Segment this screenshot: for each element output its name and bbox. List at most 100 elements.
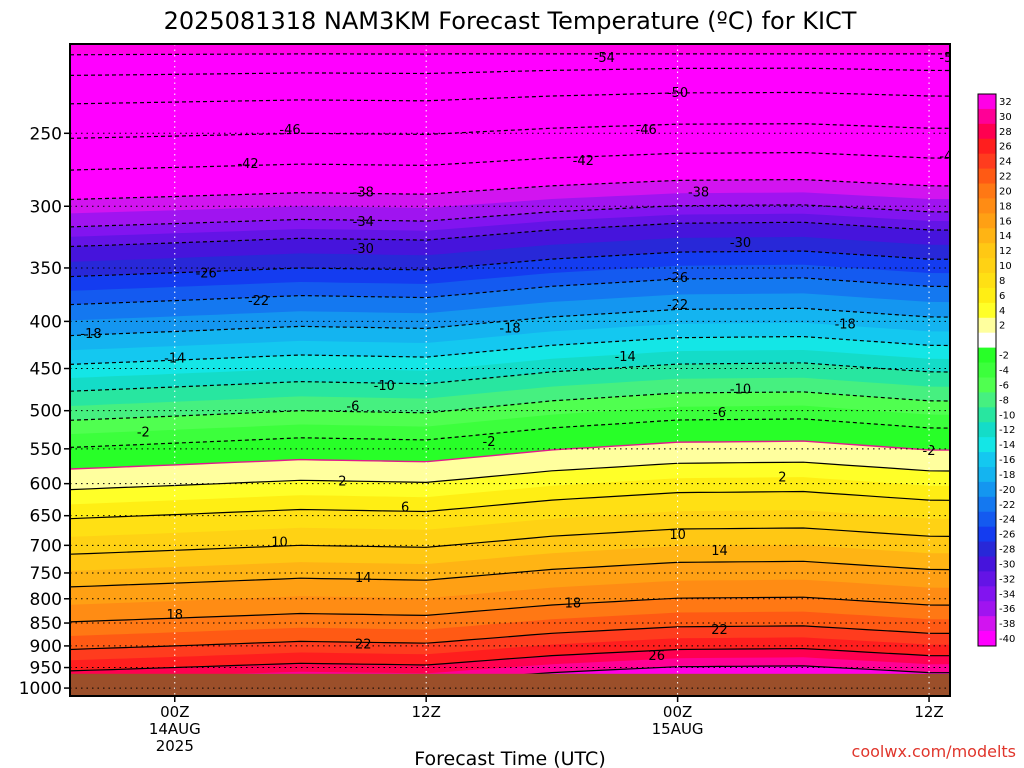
colorbar-label: -22 [999, 500, 1015, 511]
colorbar-swatch [978, 258, 996, 274]
time-tick-label: 12Z [412, 703, 441, 721]
colorbar-frame [977, 93, 997, 647]
colorbar-swatch [978, 108, 996, 125]
contour-label: 22 [711, 623, 728, 638]
time-tick-label: 15AUG [652, 720, 704, 738]
contour-label: -10 [374, 379, 395, 394]
colorbar-swatch [978, 347, 996, 364]
contour-label: -2 [137, 426, 150, 441]
contour-label: -42 [237, 157, 258, 172]
pressure-tick-label: 700 [30, 536, 62, 556]
colorbar-label: 18 [999, 201, 1012, 212]
contour-label: -14 [615, 350, 636, 365]
colorbar-label: 10 [999, 261, 1012, 272]
time-tick-label: 2025 [156, 737, 194, 755]
colorbar-swatch [978, 198, 996, 214]
chart-title: 2025081318 NAM3KM Forecast Temperature (… [164, 7, 857, 35]
time-axis: 00Z14AUG202512Z00Z15AUG12Z00Z16AUG [149, 696, 944, 755]
colorbar-label: 4 [999, 306, 1005, 317]
colorbar-label: -4 [999, 366, 1009, 377]
contour-label: 6 [401, 501, 409, 516]
colorbar-swatch [978, 302, 996, 319]
pressure-tick-label: 550 [30, 440, 62, 460]
colorbar-label: -20 [999, 485, 1015, 496]
time-tick-label: 14AUG [149, 720, 201, 738]
pressure-tick-label: 1000 [19, 679, 62, 699]
colorbar-label: -10 [999, 410, 1015, 421]
isotherm-labels: -54-54-50-50-46-46-46-42-42-42-38-38-38-… [80, 51, 975, 664]
pressure-tick-label: 800 [30, 590, 62, 610]
colorbar-label: 20 [999, 187, 1012, 198]
contour-label: -18 [499, 321, 520, 336]
colorbar-swatch [978, 213, 996, 229]
colorbar-label: -32 [999, 574, 1015, 585]
colorbar-swatch [978, 94, 996, 110]
colorbar-swatch [978, 287, 996, 304]
contour-label: -6 [346, 400, 359, 415]
contour-label: -38 [688, 186, 709, 201]
colorbar-swatch [978, 138, 996, 155]
contour-label: -22 [667, 298, 688, 313]
pressure-tick-label: 650 [30, 507, 62, 527]
isotherm-line [70, 490, 950, 520]
contour-label: 10 [669, 528, 686, 543]
colorbar-swatch [978, 228, 996, 244]
freezing-line [70, 440, 950, 470]
contour-label: 26 [648, 649, 665, 664]
pressure-tick-label: 900 [30, 637, 62, 657]
contour-label: -18 [835, 317, 856, 332]
contour-label: -38 [353, 186, 374, 201]
colorbar-label: -28 [999, 545, 1015, 556]
colorbar-swatch [978, 571, 996, 587]
colorbar-swatch [978, 452, 996, 468]
pressure-axis: 250 300 350 400 450 500 550 600 650 700 750 800 850 9… [19, 124, 70, 699]
pressure-tick-label: 400 [30, 312, 62, 332]
contour-label: 10 [271, 536, 288, 551]
contour-label: -10 [730, 382, 751, 397]
isotherm-line [70, 461, 950, 491]
contour-label: -18 [80, 327, 101, 342]
contour-label: -42 [939, 150, 960, 165]
pressure-tick-label: 250 [30, 124, 62, 144]
colorbar-swatch [978, 481, 996, 498]
contour-label: -54 [939, 51, 960, 66]
contour-label: -30 [353, 242, 374, 257]
time-tick-label: 12Z [914, 703, 943, 721]
colorbar-swatch [978, 496, 996, 513]
contour-label: 18 [167, 608, 184, 623]
colorbar-label: 8 [999, 276, 1005, 287]
contour-label: 18 [565, 597, 582, 612]
contour-label: -2 [483, 435, 496, 450]
colorbar-swatch [978, 407, 996, 423]
colorbar-label: 6 [999, 291, 1005, 302]
credit-text: coolwx.com/modelts [852, 742, 1016, 761]
colorbar-label: -38 [999, 619, 1015, 630]
contour-label: -46 [279, 123, 300, 138]
colorbar: 32 30 28 26 24 22 20 18 16 14 12 10 8 6 4 2 -2 -4 -6 -8 -10 -… [977, 93, 1015, 647]
colorbar-label: 26 [999, 142, 1012, 153]
time-tick-label: 00Z [663, 703, 692, 721]
x-axis-title: Forecast Time (UTC) [414, 748, 605, 768]
colorbar-swatch [978, 601, 996, 617]
isotherm-line [70, 596, 950, 623]
contour-label: 6 [967, 497, 975, 512]
colorbar-label: -26 [999, 530, 1015, 541]
colorbar-swatch [978, 153, 996, 170]
colorbar-label: -24 [999, 515, 1015, 526]
contour-label: -14 [164, 352, 185, 367]
contour-label: 22 [355, 638, 372, 653]
pressure-tick-label: 500 [30, 402, 62, 422]
isotherm-line [70, 625, 950, 651]
colorbar-label: 28 [999, 127, 1012, 138]
contour-label: -54 [594, 51, 615, 66]
colorbar-swatch [978, 123, 996, 140]
colorbar-swatch [978, 168, 996, 185]
pressure-tick-label: 750 [30, 564, 62, 584]
contour-label: -26 [196, 267, 217, 282]
colorbar-label: -34 [999, 589, 1015, 600]
colorbar-swatch [978, 556, 996, 572]
contour-label: 2 [338, 475, 346, 490]
contour-label: -34 [353, 215, 374, 230]
colorbar-label: -2 [999, 351, 1009, 362]
